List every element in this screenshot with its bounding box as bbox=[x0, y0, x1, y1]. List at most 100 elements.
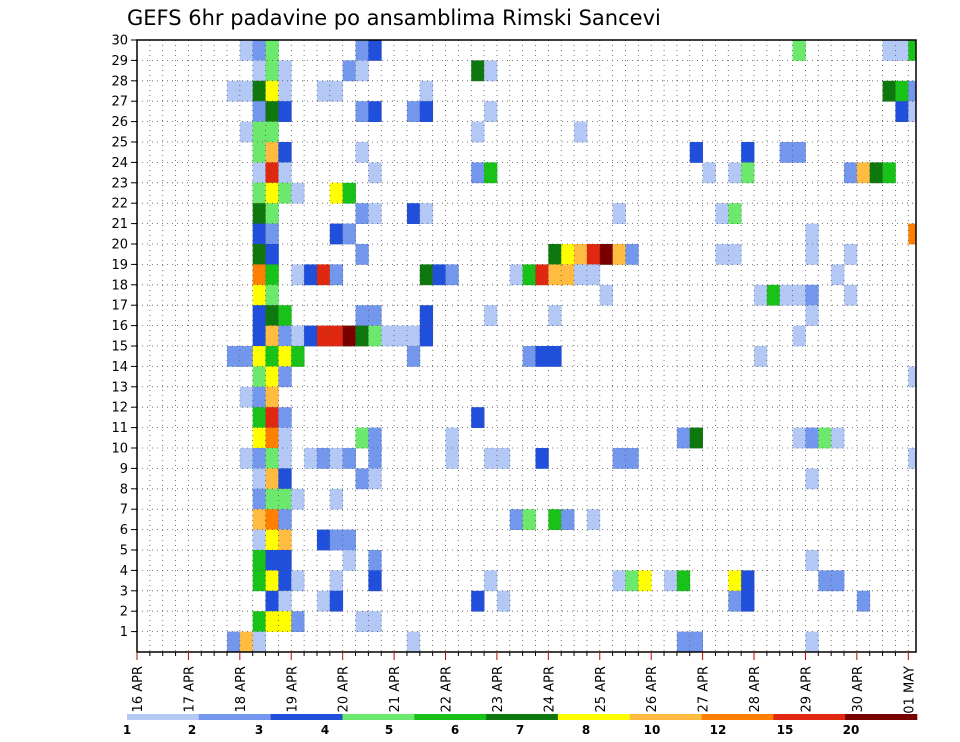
precip-cell-m18 bbox=[805, 284, 819, 306]
precip-cell-m8 bbox=[278, 488, 292, 510]
precip-cell-m27 bbox=[419, 101, 434, 122]
y-tick-label: 8 bbox=[120, 482, 128, 497]
precip-cell-m7 bbox=[586, 509, 601, 530]
legend-label: 4 bbox=[321, 723, 329, 737]
heatmap-cells bbox=[226, 40, 917, 653]
precip-cell-m10 bbox=[445, 448, 459, 469]
legend-label: 3 bbox=[255, 723, 263, 737]
precip-cell-m30 bbox=[265, 40, 279, 61]
precip-cell-m25 bbox=[792, 142, 806, 163]
precip-cell-m26 bbox=[239, 121, 254, 143]
precip-cell-m26 bbox=[574, 121, 588, 143]
precip-cell-m2 bbox=[291, 611, 305, 632]
precip-cell-m12 bbox=[471, 407, 485, 428]
precip-cell-m30 bbox=[908, 40, 917, 61]
precip-cell-m18 bbox=[844, 284, 858, 306]
y-tick-label: 19 bbox=[111, 258, 128, 273]
precip-cell-m10 bbox=[252, 448, 266, 469]
precip-cell-m22 bbox=[265, 203, 279, 224]
precip-cell-m24 bbox=[728, 162, 742, 184]
precip-cell-m9 bbox=[278, 468, 292, 490]
precip-cell-m1 bbox=[226, 631, 241, 653]
precip-cell-m4 bbox=[329, 570, 344, 592]
legend-swatch bbox=[414, 714, 487, 720]
precip-cell-m25 bbox=[355, 142, 369, 163]
precip-cell-m22 bbox=[419, 203, 434, 224]
precip-cell-m24 bbox=[856, 162, 871, 184]
precip-cell-m11 bbox=[831, 427, 845, 449]
precip-cell-m16 bbox=[291, 325, 305, 347]
precip-cell-m10 bbox=[304, 448, 318, 469]
precip-cell-m16 bbox=[316, 325, 331, 347]
legend-swatch bbox=[629, 714, 702, 720]
precip-cell-m1 bbox=[689, 631, 704, 653]
color-legend: 1 2 3 4 5 6 7 8 10 12 15 20 bbox=[123, 714, 918, 737]
precip-cell-m10 bbox=[368, 448, 382, 469]
precip-cell-m3 bbox=[265, 590, 279, 612]
precip-cell-m21 bbox=[252, 223, 266, 245]
precip-cell-m16 bbox=[304, 325, 318, 347]
precip-cell-m11 bbox=[676, 427, 691, 449]
precip-cell-m18 bbox=[766, 284, 781, 306]
precip-cell-m11 bbox=[689, 427, 704, 449]
y-tick-label: 26 bbox=[111, 115, 128, 130]
precip-cell-m20 bbox=[252, 244, 266, 265]
precip-cell-m16 bbox=[329, 325, 344, 347]
precip-cell-m1 bbox=[239, 631, 254, 653]
precip-cell-m20 bbox=[805, 244, 819, 265]
precip-cell-m20 bbox=[561, 244, 575, 265]
x-tick-label: 17 APR bbox=[182, 666, 197, 712]
precip-cell-m19 bbox=[548, 264, 562, 286]
y-tick-label: 3 bbox=[120, 584, 128, 599]
precip-cell-m5 bbox=[278, 550, 292, 571]
precip-cell-m21 bbox=[805, 223, 819, 245]
precip-cell-m11 bbox=[252, 427, 266, 449]
precip-cell-m15 bbox=[239, 346, 254, 367]
precip-cell-m18 bbox=[265, 284, 279, 306]
y-tick-label: 5 bbox=[120, 544, 128, 559]
x-tick-label: 22 APR bbox=[440, 666, 455, 712]
legend-label: 8 bbox=[582, 723, 590, 737]
legend-label: 7 bbox=[516, 723, 524, 737]
precip-cell-m26 bbox=[265, 121, 279, 143]
x-tick-label: 20 APR bbox=[337, 666, 352, 712]
precip-cell-m30 bbox=[239, 40, 254, 61]
precip-cell-m3 bbox=[856, 590, 871, 612]
precip-cell-m9 bbox=[805, 468, 819, 490]
x-axis: 16 APR 17 APR 18 APR 19 APR 20 APR 21 APR 22 A… bbox=[131, 652, 917, 714]
y-tick-label: 22 bbox=[111, 197, 128, 212]
precip-cell-m27 bbox=[252, 101, 266, 122]
legend-label: 10 bbox=[644, 723, 661, 737]
precip-cell-m15 bbox=[291, 346, 305, 367]
precip-cell-m14 bbox=[278, 366, 292, 388]
precip-cell-m20 bbox=[612, 244, 626, 265]
precip-cell-m19 bbox=[432, 264, 446, 286]
precip-cell-m10 bbox=[316, 448, 331, 469]
chart-title: GEFS 6hr padavine po ansamblima Rimski S… bbox=[127, 6, 661, 30]
precip-cell-m23 bbox=[329, 182, 344, 204]
precip-cell-m13 bbox=[265, 386, 279, 408]
x-tick-label: 18 APR bbox=[234, 666, 249, 712]
precip-cell-m19 bbox=[522, 264, 536, 286]
precip-cell-m6 bbox=[329, 529, 344, 551]
precip-cell-m9 bbox=[355, 468, 369, 490]
precip-cell-m9 bbox=[252, 468, 266, 490]
precip-cell-m20 bbox=[355, 244, 369, 265]
precip-cell-m21 bbox=[265, 223, 279, 245]
precip-cell-m16 bbox=[394, 325, 408, 347]
y-tick-label: 15 bbox=[111, 340, 128, 355]
precip-cell-m28 bbox=[316, 80, 331, 102]
legend-swatch bbox=[773, 714, 846, 720]
precip-cell-m5 bbox=[368, 550, 382, 571]
precip-cell-m13 bbox=[239, 386, 254, 408]
precip-cell-m15 bbox=[278, 346, 292, 367]
y-tick-label: 25 bbox=[111, 136, 128, 151]
precip-cell-m4 bbox=[252, 570, 266, 592]
precip-cell-m27 bbox=[908, 101, 917, 122]
precip-cell-m29 bbox=[252, 60, 266, 82]
legend-swatch bbox=[557, 714, 631, 720]
precip-cell-m7 bbox=[509, 509, 524, 530]
precip-cell-m17 bbox=[278, 305, 292, 326]
precip-cell-m17 bbox=[805, 305, 819, 326]
precip-cell-m20 bbox=[548, 244, 562, 265]
